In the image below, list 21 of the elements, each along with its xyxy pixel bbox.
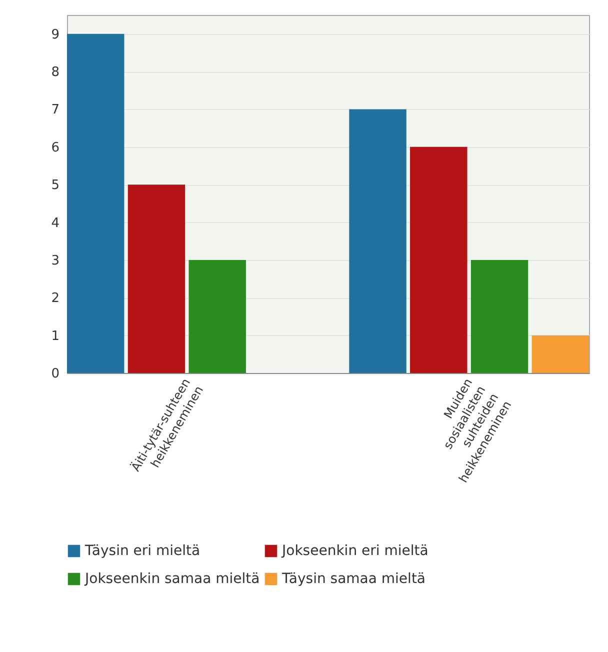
y-tick-label: 2: [51, 291, 60, 306]
y-tick-label: 3: [51, 253, 60, 268]
y-tick-label: 1: [51, 328, 60, 344]
bar: [349, 109, 406, 373]
y-tick-label: 8: [51, 65, 60, 80]
legend-label: Täysin eri mieltä: [84, 543, 200, 559]
y-tick-label: 5: [51, 178, 60, 194]
legend-label: Jokseenkin samaa mieltä: [84, 571, 260, 587]
bar: [410, 146, 468, 373]
y-tick-label: 7: [51, 102, 60, 118]
legend-label: Täysin samaa mieltä: [281, 571, 426, 587]
bar: [470, 260, 528, 373]
y-tick-label: 0: [51, 366, 60, 382]
bar: [67, 34, 124, 373]
y-tick-label: 9: [51, 27, 60, 42]
bar: [532, 335, 589, 373]
bar: [188, 260, 246, 373]
legend-label: Jokseenkin eri mieltä: [281, 543, 428, 559]
y-tick-label: 6: [51, 140, 60, 156]
y-tick-label: 4: [51, 216, 60, 231]
bar: [128, 184, 186, 373]
